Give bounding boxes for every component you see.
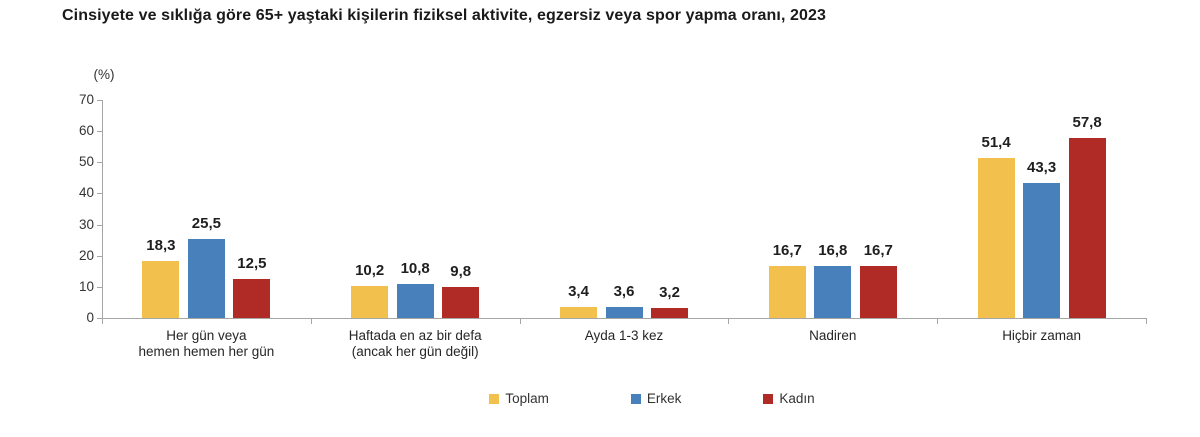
legend-item-toplam: Toplam bbox=[489, 391, 549, 406]
bar-value-label: 16,7 bbox=[863, 242, 893, 259]
y-tick-label: 0 bbox=[86, 310, 94, 325]
y-tick-label: 40 bbox=[78, 185, 94, 201]
bar-value-label: 12,5 bbox=[237, 255, 267, 272]
y-tick-mark bbox=[97, 286, 102, 288]
bar-value-label: 16,8 bbox=[818, 242, 848, 259]
category-label-line: hemen hemen her gün bbox=[138, 344, 275, 359]
y-axis-unit-label: (%) bbox=[93, 67, 115, 82]
y-tick-mark bbox=[97, 162, 102, 164]
y-tick-label: 50 bbox=[78, 154, 94, 170]
bar-value-label: 3,2 bbox=[659, 284, 680, 301]
bar-kadın-3 bbox=[859, 266, 897, 318]
category-label: Nadiren bbox=[728, 328, 937, 344]
bar-erkek-1 bbox=[396, 284, 434, 318]
y-tick-mark bbox=[97, 224, 102, 226]
y-tick-mark bbox=[97, 193, 102, 195]
y-tick-mark bbox=[97, 100, 102, 101]
bar-value-label: 57,8 bbox=[1072, 114, 1102, 131]
y-tick-label: 30 bbox=[78, 216, 94, 232]
bar-value-label: 18,3 bbox=[146, 237, 176, 254]
y-tick-label: 10 bbox=[78, 278, 94, 294]
bar-kadın-2 bbox=[651, 308, 688, 318]
bar-value-label: 9,8 bbox=[450, 263, 472, 280]
bar-toplam-2 bbox=[560, 307, 597, 318]
y-tick-mark bbox=[97, 255, 102, 257]
legend-item-kadın: Kadın bbox=[763, 391, 815, 406]
bar-erkek-3 bbox=[814, 266, 852, 318]
y-tick-mark bbox=[97, 131, 102, 133]
legend-swatch-icon bbox=[763, 393, 774, 404]
bar-toplam-4 bbox=[977, 158, 1015, 318]
legend-label: Toplam bbox=[505, 391, 549, 406]
category-label-line: Hiçbir zaman bbox=[1002, 328, 1081, 343]
category-label-line: Her gün veya bbox=[166, 328, 247, 343]
bar-kadın-1 bbox=[442, 287, 480, 318]
category-label: Her gün veya hemen hemen her gün bbox=[102, 328, 311, 360]
bar-value-label: 51,4 bbox=[981, 134, 1011, 151]
bar-value-label: 10,8 bbox=[400, 260, 430, 277]
legend-label: Erkek bbox=[646, 391, 682, 406]
bar-kadın-0 bbox=[233, 279, 271, 318]
y-axis-line bbox=[102, 100, 103, 318]
bar-erkek-2 bbox=[605, 307, 643, 318]
bar-value-label: 43,3 bbox=[1026, 159, 1057, 176]
bar-erkek-0 bbox=[187, 239, 225, 318]
bar-toplam-3 bbox=[768, 266, 806, 318]
category-label-line: Ayda 1-3 kez bbox=[584, 328, 664, 343]
category-label-line: Nadiren bbox=[809, 328, 857, 343]
x-tick-mark bbox=[519, 319, 521, 324]
category-label: Ayda 1-3 kez bbox=[520, 328, 729, 344]
y-tick-label: 70 bbox=[78, 92, 94, 107]
y-tick-label: 20 bbox=[78, 247, 94, 263]
category-label-line: (ancak her gün değil) bbox=[351, 344, 479, 359]
legend-label: Kadın bbox=[779, 391, 815, 406]
bar-toplam-0 bbox=[142, 261, 180, 318]
category-label: Haftada en az bir defa (ancak her gün değ… bbox=[311, 328, 520, 360]
chart-legend: Toplam Erkek Kadın bbox=[130, 391, 1174, 406]
bar-value-label: 3,6 bbox=[613, 283, 635, 300]
bar-value-label: 25,5 bbox=[191, 215, 221, 232]
legend-item-erkek: Erkek bbox=[630, 391, 682, 406]
category-label: Hiçbir zaman bbox=[937, 328, 1146, 344]
legend-swatch-icon bbox=[489, 393, 500, 404]
chart-title: Cinsiyete ve sıklığa göre 65+ yaştaki ki… bbox=[62, 7, 827, 24]
x-tick-mark bbox=[937, 319, 939, 324]
x-tick-mark bbox=[102, 319, 103, 324]
bar-toplam-1 bbox=[351, 286, 389, 318]
x-tick-mark bbox=[1146, 319, 1147, 324]
bar-kadın-4 bbox=[1068, 138, 1106, 318]
x-axis-line bbox=[102, 318, 1147, 319]
bar-erkek-4 bbox=[1023, 183, 1061, 318]
x-tick-mark bbox=[310, 319, 312, 324]
legend-swatch-icon bbox=[630, 393, 641, 404]
bar-value-label: 3,4 bbox=[568, 283, 589, 300]
y-tick-mark bbox=[97, 318, 102, 319]
x-tick-mark bbox=[728, 319, 730, 324]
bar-value-label: 16,7 bbox=[772, 242, 802, 259]
y-tick-label: 60 bbox=[78, 123, 94, 139]
category-label-line: Haftada en az bir defa bbox=[348, 328, 482, 343]
bar-value-label: 10,2 bbox=[355, 262, 385, 279]
